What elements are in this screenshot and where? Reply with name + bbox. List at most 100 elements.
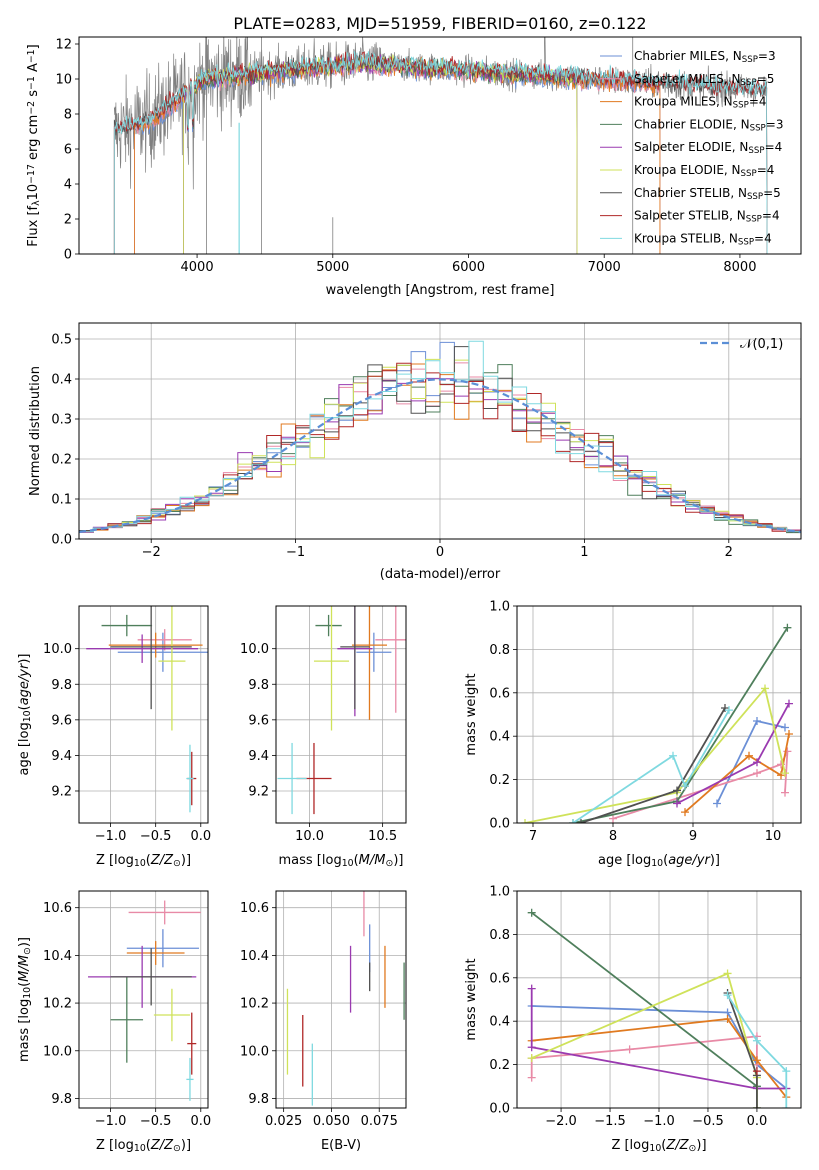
y-tick-label: 9.2 (248, 784, 269, 799)
z-weight-panel: −2.0 −1.5 −1.0 −0.5 0.0 0.0 0.2 0.4 0.6 0.8 1.0 Z [… (464, 885, 802, 1154)
weight-marker (681, 808, 689, 817)
label-part: −1 (26, 49, 37, 63)
legend-entry: Chabrier MILES, NSSP=3 (634, 49, 776, 65)
weight-marker (725, 706, 733, 715)
label-part: =4 (762, 209, 780, 223)
legend-entry: 𝒩(0,1) (740, 337, 783, 352)
plot-area (88, 900, 201, 1101)
normal-curve (79, 378, 801, 534)
label-part: ( (354, 853, 359, 868)
weight-marker (521, 819, 529, 823)
y-tick-label: 0.0 (51, 533, 72, 548)
figure-title: PLATE=0283, MJD=51959, FIBERID=0160, z=0… (233, 14, 646, 33)
y-tick-label: 10.4 (240, 949, 269, 964)
label-part: age/yr (668, 853, 711, 868)
label-part: SSP (747, 192, 763, 202)
grid (79, 606, 208, 823)
legend: 𝒩(0,1) (700, 337, 783, 352)
weight-line-kroupa-stelib (572, 709, 730, 823)
weight-marker (625, 1045, 634, 1054)
weight-marker (781, 769, 789, 778)
y-tick-label: 6 (64, 143, 72, 158)
label-part: =4 (749, 95, 767, 109)
x-tick-label: 8000 (723, 260, 756, 275)
grid (276, 606, 406, 823)
plot-area (79, 340, 801, 534)
y-tick-label: 0.8 (489, 928, 510, 943)
label-part: Flux [f (26, 205, 41, 246)
ticks: 0.025 0.050 0.075 9.8 10.0 10.2 10.4 10.6 (240, 901, 398, 1129)
label-part: =4 (765, 140, 783, 154)
legend-entry: Salpeter ELODIE, NSSP=4 (634, 140, 782, 156)
label-part: ] (26, 44, 41, 49)
x-tick-label: 8 (609, 829, 617, 844)
label-part: Chabrier MILES, N (634, 49, 742, 63)
weight-marker (753, 717, 761, 726)
x-tick-label: −1.0 (643, 1114, 675, 1129)
legend-entry: Kroupa ELODIE, NSSP=4 (634, 163, 774, 179)
label-part: )] (710, 853, 720, 868)
y-tick-label: 10.0 (240, 642, 269, 657)
y-tick-label: 0.4 (489, 730, 510, 745)
weight-line-kroupa-miles (684, 733, 790, 813)
z-mass-panel: −1.0 −0.5 0.09.810.010.210.410.6Z [log10(Z… (17, 890, 211, 1154)
label-part: Z/Z (665, 1138, 689, 1153)
label-part: λ (31, 200, 42, 206)
legend-entry: Chabrier ELODIE, NSSP=3 (634, 117, 783, 133)
model-spectrum-kroupa-stelib (113, 51, 768, 254)
weight-marker (527, 908, 536, 917)
label-part: )] (393, 853, 403, 868)
label-part: SSP (733, 101, 749, 111)
label-part: Z [log (611, 1138, 649, 1153)
weight-line-salpeter-elodie (530, 988, 787, 1090)
axes-frame (78, 322, 802, 540)
ticks: −2 −1 0 1 2 0.0 0.1 0.2 0.3 0.4 0.5 (51, 333, 733, 561)
x-tick-label: −0.5 (140, 829, 172, 844)
label-part: 10 (22, 710, 33, 722)
axes-frame (78, 890, 209, 1109)
label-part: Kroupa STELIB, N (634, 231, 738, 245)
label-part: ⊙ (385, 858, 393, 869)
label-part: SSP (748, 146, 764, 156)
x-tick-label: 0.0 (190, 829, 211, 844)
label-part: Z [log (96, 853, 134, 868)
grid (79, 891, 208, 1108)
x-axis-label: Z [log10(Z/Z⊙)] (96, 1138, 191, 1154)
legend-entry: Chabrier STELIB, NSSP=5 (634, 186, 781, 202)
weight-marker (752, 1104, 761, 1108)
x-tick-label: 10.5 (368, 829, 397, 844)
weight-marker (527, 1054, 536, 1063)
y-tick-label: 8 (64, 108, 72, 123)
y-tick-label: 0.4 (51, 373, 72, 388)
y-tick-label: 12 (55, 38, 72, 53)
weight-line-chabrier-stelib (726, 992, 758, 1108)
y-tick-label: 10 (55, 73, 72, 88)
label-part: Chabrier STELIB, N (634, 186, 747, 200)
y-tick-label: 9.2 (51, 784, 72, 799)
weight-marker (713, 799, 721, 808)
weight-marker (761, 684, 769, 693)
label-part: −2 (26, 101, 37, 115)
weight-marker (723, 1015, 732, 1024)
label-part: ⊙ (173, 858, 181, 869)
y-tick-label: 9.8 (51, 1092, 72, 1107)
y-tick-label: 0.8 (489, 643, 510, 658)
label-part: ( (663, 853, 668, 868)
label-part: ⊙ (22, 947, 33, 955)
label-part: )] (17, 937, 32, 947)
grid (517, 605, 801, 824)
label-part: A (26, 63, 41, 76)
label-part: =5 (763, 186, 781, 200)
x-tick-label: −1.0 (95, 1114, 127, 1129)
x-tick-label: 1 (580, 545, 588, 560)
y-tick-label: 0.2 (489, 1058, 510, 1073)
y-tick-label: 9.6 (51, 713, 72, 728)
y-tick-label: 1.0 (489, 600, 510, 615)
weight-marker (752, 1036, 761, 1045)
weight-marker (783, 623, 792, 632)
x-tick-label: 6000 (452, 260, 485, 275)
x-tick-label: 0 (436, 545, 444, 560)
label-part: Salpeter STELIB, N (634, 209, 746, 223)
label-part: 10 (342, 858, 354, 869)
